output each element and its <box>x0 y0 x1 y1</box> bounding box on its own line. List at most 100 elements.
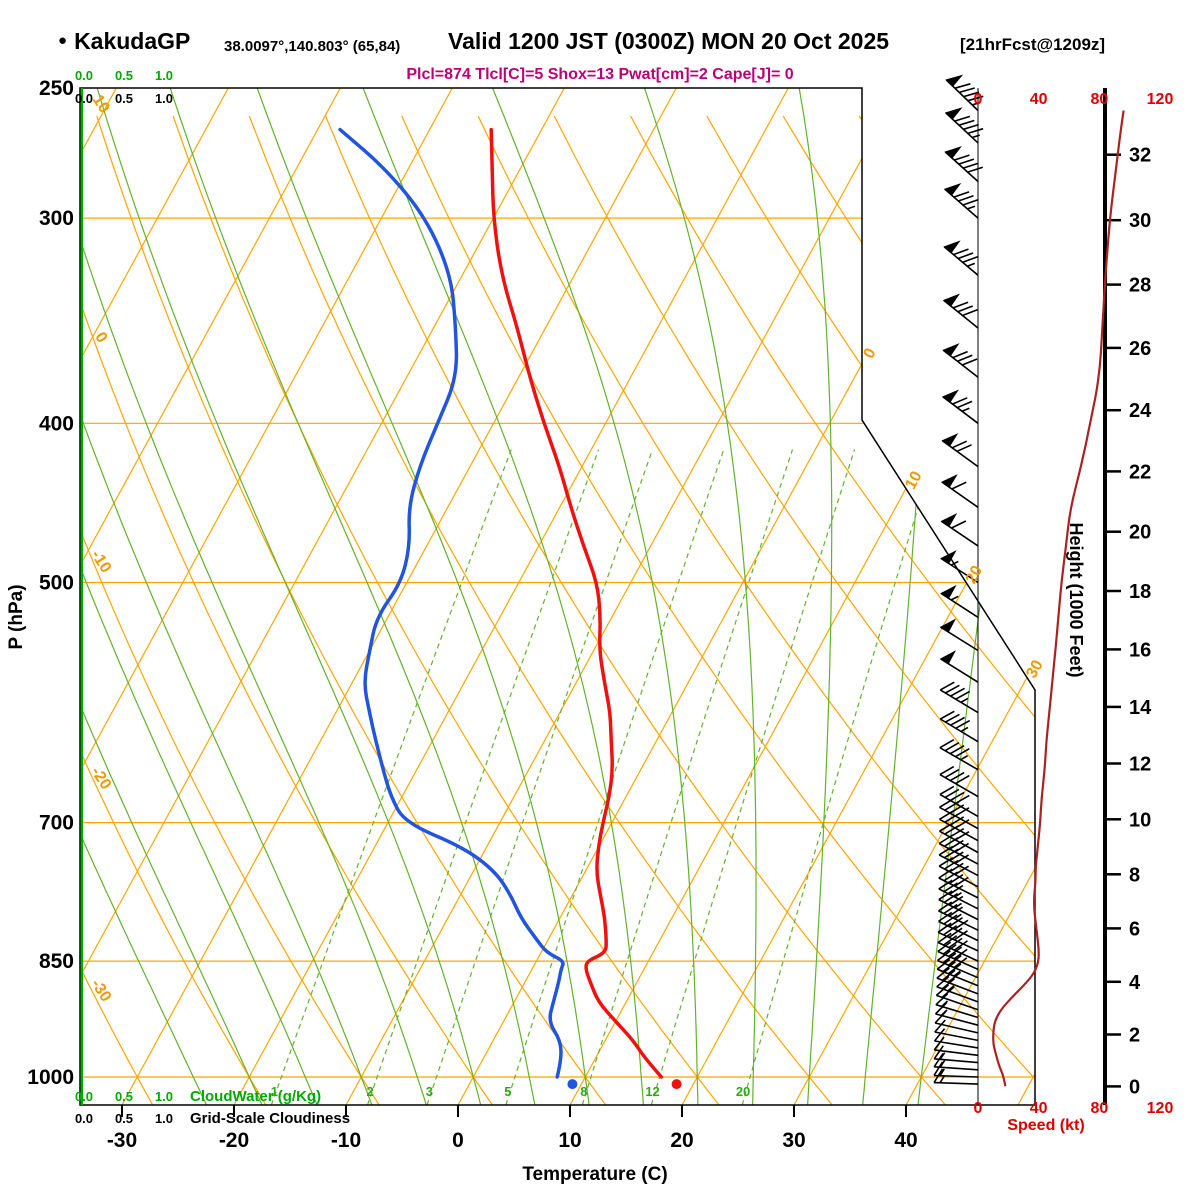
svg-text:-20: -20 <box>219 1129 249 1152</box>
dry-adiabat-line <box>858 115 1035 1105</box>
station-title: ● KakudaGP <box>58 28 190 55</box>
svg-text:1.0: 1.0 <box>155 1089 173 1104</box>
temperature-curve <box>489 127 664 1079</box>
svg-text:80: 80 <box>1090 1100 1108 1117</box>
dry-adiabat-line <box>80 115 380 1105</box>
stability-indices: Plcl=874 Tlcl[C]=5 Shox=13 Pwat[cm]=2 Ca… <box>406 66 794 83</box>
valid-time: Valid 1200 JST (0300Z) MON 20 Oct 2025 <box>448 28 890 54</box>
dry-adiabat-line <box>96 115 607 1105</box>
surface-temp-marker <box>671 1079 682 1090</box>
svg-text:5: 5 <box>504 1084 511 1099</box>
moist-adiabat-line <box>798 88 833 1105</box>
moist-adiabat-line <box>256 88 590 1105</box>
forecast-tag: [21hrFcst@1209z] <box>960 35 1106 54</box>
svg-text:700: 700 <box>39 812 74 835</box>
svg-text:1000: 1000 <box>27 1066 74 1089</box>
svg-text:24: 24 <box>1129 400 1152 422</box>
dry-adiabat-line <box>80 115 267 1105</box>
svg-text:120: 120 <box>1147 1100 1174 1117</box>
svg-text:250: 250 <box>39 77 74 100</box>
isotherm-line <box>0 88 4 1105</box>
svg-text:3: 3 <box>426 1084 433 1099</box>
svg-text:0.0: 0.0 <box>75 1111 93 1126</box>
isotherm-line <box>457 88 1013 1105</box>
svg-text:20: 20 <box>963 563 987 587</box>
svg-text:6: 6 <box>1129 918 1140 940</box>
moist-adiabat-line <box>862 88 934 1105</box>
svg-text:0: 0 <box>1129 1076 1140 1098</box>
moist-adiabat-line <box>362 88 644 1105</box>
mixing-ratio-line <box>426 449 654 1105</box>
svg-text:-10: -10 <box>331 1129 361 1152</box>
svg-text:18: 18 <box>1129 581 1151 603</box>
svg-text:0.5: 0.5 <box>115 1111 133 1126</box>
svg-text:0: 0 <box>91 329 110 346</box>
svg-text:10: 10 <box>558 1129 581 1152</box>
svg-text:2: 2 <box>1129 1024 1140 1046</box>
svg-text:40: 40 <box>1030 1100 1048 1117</box>
svg-text:0.0: 0.0 <box>75 68 93 83</box>
svg-text:26: 26 <box>1129 338 1151 360</box>
dry-adiabat-line <box>248 115 833 1105</box>
dry-adiabat-line <box>553 115 1035 1105</box>
svg-text:80: 80 <box>1090 91 1108 108</box>
svg-text:-30: -30 <box>87 976 114 1005</box>
dry-adiabat-line <box>630 115 1035 1105</box>
moist-adiabat-line <box>80 88 427 1105</box>
svg-text:0: 0 <box>452 1129 464 1152</box>
svg-text:0.0: 0.0 <box>75 91 93 106</box>
cloud-legend: 0.0 0.0 0.0 0.0 0.5 0.5 0.5 0.5 1.0 1.0 1.0 1.0 Clou… <box>75 68 350 1127</box>
svg-text:0.0: 0.0 <box>75 1089 93 1104</box>
svg-text:-30: -30 <box>107 1129 137 1152</box>
sounding-curves <box>338 127 682 1090</box>
svg-text:16: 16 <box>1129 639 1151 661</box>
svg-text:12: 12 <box>645 1084 659 1099</box>
svg-text:20: 20 <box>670 1129 693 1152</box>
dry-adiabat-line <box>477 115 1035 1105</box>
dry-adiabat-line <box>782 115 1035 1105</box>
station-name: KakudaGP <box>74 28 191 54</box>
wind-speed-curve <box>992 110 1125 1087</box>
dry-adiabat-line <box>80 115 154 1105</box>
station-bullet-icon: ● <box>58 32 68 49</box>
isotherm-line <box>681 88 1035 1105</box>
isotherm-line <box>905 88 1035 1105</box>
isotherm-line <box>121 88 677 1105</box>
moist-adiabat-line <box>80 88 263 1105</box>
svg-text:20: 20 <box>1129 522 1151 544</box>
svg-text:22: 22 <box>1129 461 1151 483</box>
moist-adiabat-line <box>80 88 318 1105</box>
isotherm-line <box>793 88 1035 1105</box>
mixing-ratio-line <box>741 449 937 1105</box>
svg-text:40: 40 <box>894 1129 917 1152</box>
moist-adiabat-line <box>917 88 1035 1105</box>
station-coordinates: 38.0097°,140.803° (65,84) <box>224 38 401 55</box>
wind-barbs <box>933 74 984 1085</box>
svg-text:4: 4 <box>1129 972 1141 994</box>
isotherm-line <box>345 88 901 1105</box>
svg-text:-10: -10 <box>87 547 114 576</box>
svg-text:0: 0 <box>974 1100 983 1117</box>
svg-text:10: 10 <box>902 468 926 492</box>
dry-adiabat-line <box>172 115 720 1105</box>
dewpoint-curve <box>338 127 565 1079</box>
svg-text:0.5: 0.5 <box>115 68 133 83</box>
svg-text:40: 40 <box>1030 91 1048 108</box>
svg-text:32: 32 <box>1129 145 1151 167</box>
isotherm-line <box>80 88 565 1105</box>
svg-text:Speed (kt): Speed (kt) <box>1007 1117 1084 1134</box>
svg-text:28: 28 <box>1129 275 1151 297</box>
svg-text:10: 10 <box>1129 809 1151 831</box>
svg-text:1.0: 1.0 <box>155 68 173 83</box>
dry-adiabat-line <box>325 115 946 1105</box>
plot-border <box>79 87 1036 1106</box>
svg-text:8: 8 <box>1129 864 1140 886</box>
isotherm-line <box>80 88 341 1105</box>
svg-text:850: 850 <box>39 950 74 973</box>
svg-text:30: 30 <box>1023 657 1047 681</box>
surface-dewpoint-marker <box>567 1079 578 1090</box>
dry-adiabat-line <box>706 115 1035 1105</box>
